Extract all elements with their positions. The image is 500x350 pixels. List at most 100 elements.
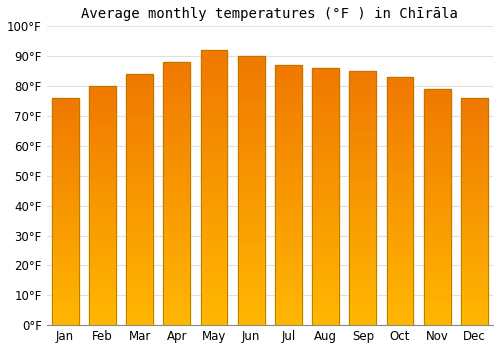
Bar [275,94,302,96]
Bar [164,80,190,83]
Bar [89,311,116,313]
Bar [312,271,339,274]
Bar [424,297,450,299]
Bar [275,73,302,76]
Bar [200,75,228,78]
Bar [200,223,228,226]
Bar [461,203,488,205]
Bar [312,307,339,310]
Bar [126,137,153,139]
Bar [52,177,78,180]
Bar [461,252,488,255]
Bar [461,132,488,134]
Bar [52,271,78,273]
Bar [350,163,376,165]
Bar [312,189,339,191]
Bar [126,149,153,152]
Bar [238,306,264,309]
Bar [164,167,190,170]
Bar [424,247,450,250]
Bar [312,202,339,204]
Bar [238,113,264,116]
Bar [200,257,228,259]
Bar [164,154,190,157]
Bar [126,199,153,202]
Bar [164,117,190,120]
Bar [312,194,339,197]
Bar [200,265,228,267]
Bar [52,302,78,305]
Bar [424,96,450,98]
Bar [275,317,302,320]
Bar [52,141,78,144]
Bar [126,303,153,305]
Bar [424,219,450,221]
Bar [126,262,153,265]
Bar [350,201,376,203]
Bar [200,193,228,196]
Bar [275,195,302,198]
Bar [461,98,488,325]
Bar [424,141,450,144]
Bar [386,129,413,132]
Bar [461,110,488,112]
Bar [89,270,116,273]
Bar [164,178,190,181]
Bar [312,256,339,258]
Bar [52,321,78,323]
Bar [238,258,264,261]
Bar [200,53,228,56]
Bar [424,318,450,321]
Bar [275,76,302,78]
Bar [424,191,450,193]
Bar [89,144,116,146]
Bar [126,270,153,272]
Bar [386,85,413,87]
Bar [275,104,302,107]
Bar [200,67,228,69]
Bar [350,272,376,274]
Bar [386,298,413,300]
Bar [126,134,153,137]
Bar [164,152,190,154]
Bar [312,132,339,135]
Bar [350,289,376,292]
Bar [424,150,450,153]
Bar [350,190,376,193]
Bar [200,180,228,182]
Bar [200,113,228,116]
Bar [275,120,302,122]
Bar [461,239,488,241]
Bar [350,239,376,241]
Bar [126,154,153,157]
Bar [238,105,264,107]
Bar [350,262,376,264]
Bar [89,96,116,98]
Bar [275,268,302,271]
Bar [52,241,78,243]
Bar [312,302,339,304]
Bar [312,222,339,225]
Bar [89,175,116,177]
Bar [386,243,413,246]
Bar [386,246,413,248]
Bar [126,250,153,252]
Bar [200,58,228,61]
Bar [164,299,190,301]
Bar [275,130,302,133]
Bar [275,315,302,317]
Bar [164,323,190,325]
Bar [52,116,78,118]
Bar [126,202,153,205]
Bar [164,144,190,146]
Bar [52,234,78,237]
Bar [386,184,413,186]
Bar [126,82,153,84]
Bar [386,236,413,238]
Bar [461,243,488,246]
Bar [350,249,376,252]
Bar [200,149,228,152]
Bar [238,167,264,169]
Bar [424,162,450,164]
Bar [386,156,413,159]
